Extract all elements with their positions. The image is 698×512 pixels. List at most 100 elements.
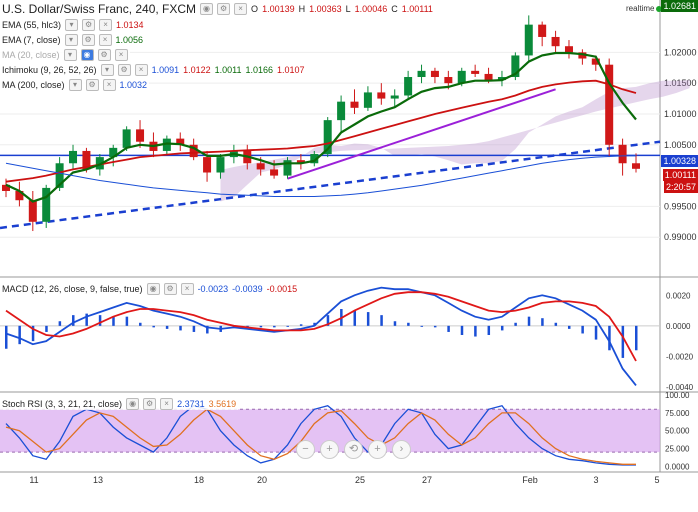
y-tick-label: 1.01500 — [664, 78, 697, 88]
close-icon[interactable]: × — [180, 282, 194, 295]
macd-histogram-bar — [18, 325, 21, 345]
price-tag-ma200: 1.00328 — [661, 155, 698, 167]
x-tick-label: 25 — [355, 475, 365, 485]
symbol-title[interactable]: U.S. Dollar/Swiss Franc, 240, FXCM — [2, 2, 197, 16]
legend-macd-line: -0.0039 — [232, 283, 263, 294]
legend-ichimoku[interactable]: Ichimoku (9, 26, 52, 26) ▾ ⚙ × 1.0091 1.… — [0, 63, 307, 76]
macd-y-tick-label: -0.0040 — [666, 383, 694, 392]
candle-body — [551, 36, 560, 47]
settings-icon[interactable]: ⚙ — [85, 78, 99, 91]
macd-histogram-bar — [541, 318, 544, 326]
candle-body — [497, 77, 506, 81]
status-dot-icon — [656, 5, 663, 12]
close-icon[interactable]: × — [114, 48, 128, 61]
close-icon[interactable]: × — [134, 63, 148, 76]
series-line-ma-200-close- — [5, 155, 636, 197]
settings-icon[interactable]: ⚙ — [81, 33, 95, 46]
macd-histogram-bar — [206, 325, 209, 334]
candle-body — [632, 163, 640, 169]
macd-histogram-bar — [594, 325, 598, 340]
close-icon[interactable]: × — [160, 397, 174, 410]
legend-ema7-label: EMA (7, close) — [2, 34, 61, 45]
close-icon[interactable]: × — [98, 33, 112, 46]
macd-histogram-bar — [621, 325, 625, 358]
eye-icon[interactable]: ◉ — [200, 3, 214, 15]
legend-ichimoku-base: 1.0122 — [183, 64, 211, 75]
legend-ma200[interactable]: MA (200, close) ▾ ⚙ × 1.0032 — [0, 78, 150, 91]
candle-body — [162, 138, 171, 151]
legend-ema55-value: 1.0134 — [116, 19, 144, 30]
realtime-label: realtime — [626, 4, 655, 13]
candle-body — [28, 200, 37, 222]
candle-body — [404, 77, 413, 96]
candle-body — [176, 138, 185, 145]
zoom-out-button[interactable]: − — [296, 440, 315, 459]
stoch-y-tick-label: 50.000 — [665, 427, 690, 436]
reset-button[interactable]: ⟲ — [344, 440, 363, 459]
settings-icon[interactable]: ⚙ — [143, 397, 157, 410]
add-button[interactable]: + — [368, 440, 387, 459]
macd-histogram-bar — [608, 325, 611, 351]
header-row: U.S. Dollar/Swiss Franc, 240, FXCM ◉ ⚙ ×… — [0, 1, 435, 17]
legend-ema55[interactable]: EMA (55, hlc3) ▾ ⚙ × 1.0134 — [0, 18, 146, 31]
macd-histogram-bar — [460, 325, 464, 335]
x-tick-label: 5 — [654, 475, 659, 485]
ohlc-close-label: C — [391, 4, 398, 14]
eye-icon[interactable]: ◉ — [126, 397, 140, 410]
legend-ema7[interactable]: EMA (7, close) ▾ ⚙ × 1.0056 — [0, 33, 146, 46]
settings-icon[interactable]: ⚙ — [163, 282, 177, 295]
candle-body — [471, 70, 480, 74]
x-tick-label: 18 — [194, 475, 204, 485]
macd-y-tick-label: 0.0000 — [666, 322, 691, 331]
eye-icon[interactable]: ◉ — [146, 282, 160, 295]
x-tick-label: 27 — [422, 475, 432, 485]
chevron-down-icon[interactable]: ▾ — [63, 48, 77, 61]
macd-histogram-bar — [299, 324, 303, 326]
series-line-ema-7-close- — [5, 51, 637, 203]
eye-hidden-icon[interactable]: ◉ — [80, 48, 94, 61]
legend-macd[interactable]: MACD (12, 26, close, 9, false, true) ◉ ⚙… — [0, 282, 300, 295]
chevron-down-icon[interactable]: ▾ — [100, 63, 114, 76]
macd-y-tick-label: -0.0020 — [666, 352, 694, 361]
macd-signal-line — [5, 291, 637, 362]
macd-histogram-bar — [380, 315, 383, 326]
settings-icon[interactable]: ⚙ — [97, 48, 111, 61]
macd-histogram-bar — [500, 325, 504, 331]
legend-stoch[interactable]: Stoch RSI (3, 3, 21, 21, close) ◉ ⚙ × 2.… — [0, 397, 239, 410]
scroll-right-button[interactable]: › — [392, 440, 411, 459]
candle-body — [216, 157, 225, 173]
candle-body — [390, 95, 399, 99]
candle-body — [2, 184, 10, 191]
macd-histogram-bar — [165, 325, 169, 329]
macd-histogram-bar — [567, 325, 571, 329]
x-tick-label: 13 — [93, 475, 103, 485]
candle-body — [82, 150, 91, 170]
ohlc-open-label: O — [251, 4, 259, 14]
macd-histogram-bar — [366, 312, 370, 326]
price-tag-high: 1.02681 — [661, 0, 698, 12]
close-icon[interactable]: × — [234, 3, 248, 15]
legend-ema55-label: EMA (55, hlc3) — [2, 19, 62, 30]
chevron-down-icon[interactable]: ▾ — [64, 33, 78, 46]
legend-ma20[interactable]: MA (20, close) ▾ ◉ ⚙ × — [0, 48, 130, 61]
chevron-down-icon[interactable]: ▾ — [65, 18, 79, 31]
close-icon[interactable]: × — [99, 18, 113, 31]
candle-body — [363, 92, 372, 108]
settings-icon[interactable]: ⚙ — [217, 3, 231, 15]
candle-body — [270, 169, 279, 176]
candle-body — [511, 55, 520, 78]
x-tick-label: 3 — [593, 475, 598, 485]
macd-histogram-bar — [179, 325, 182, 331]
macd-histogram-bar — [112, 316, 115, 326]
settings-icon[interactable]: ⚙ — [82, 18, 96, 31]
candle-body — [323, 120, 332, 155]
chevron-down-icon[interactable]: ▾ — [68, 78, 82, 91]
legend-ichimoku-label: Ichimoku (9, 26, 52, 26) — [2, 64, 97, 75]
settings-icon[interactable]: ⚙ — [117, 63, 131, 76]
candle-body — [350, 101, 359, 108]
zoom-in-button[interactable]: + — [320, 440, 339, 459]
close-icon[interactable]: × — [102, 78, 116, 91]
candle-body — [605, 64, 614, 145]
candle-body — [337, 101, 346, 121]
